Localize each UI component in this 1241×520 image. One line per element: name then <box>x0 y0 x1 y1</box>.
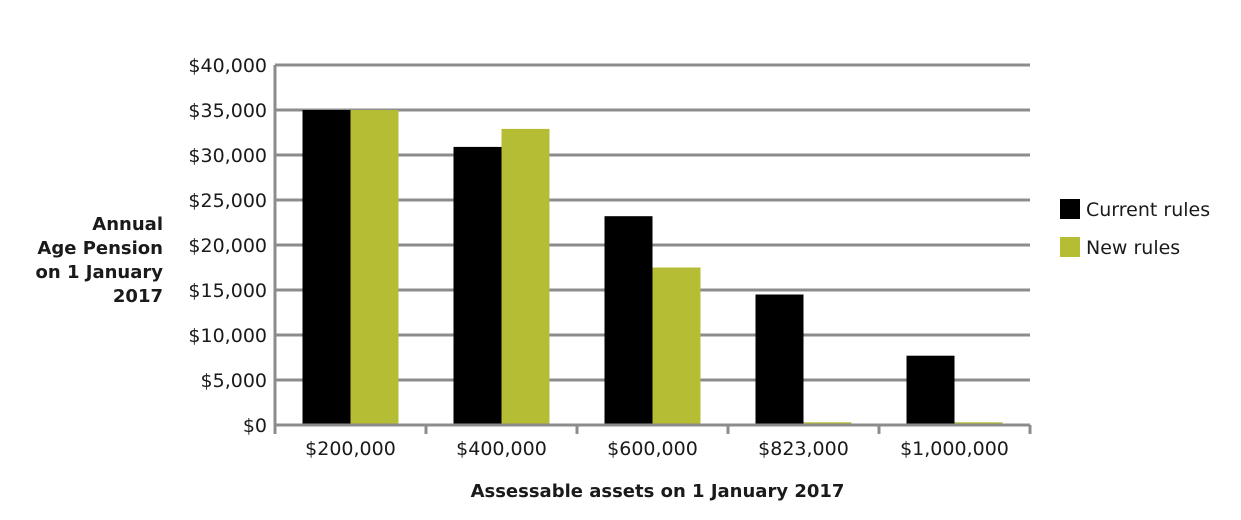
y-tick-label: $10,000 <box>188 325 267 347</box>
y-tick-label: $25,000 <box>188 190 267 212</box>
bar-current-rules-2 <box>604 216 653 425</box>
y-tick-label: $35,000 <box>188 100 267 122</box>
bar-current-rules-4 <box>906 355 955 425</box>
x-tick-label: $600,000 <box>607 438 698 460</box>
x-tick-labels: $200,000 $400,000 $600,000 $823,000 $1,000,0… <box>305 438 1009 460</box>
x-tick-label: $1,000,000 <box>900 438 1009 460</box>
legend-swatch-new-rules <box>1060 237 1080 257</box>
y-axis-label-line: on 1 January <box>36 262 164 283</box>
y-tick-labels: $0 $5,000 $10,000 $15,000 $20,000 $25,000 $30,… <box>188 55 267 437</box>
bar-new-rules-2 <box>652 267 701 425</box>
x-tick-label: $400,000 <box>456 438 547 460</box>
x-tick-label: $823,000 <box>758 438 849 460</box>
y-tick-label: $0 <box>243 415 267 437</box>
bar-current-rules-1 <box>453 146 502 425</box>
bar-new-rules-1 <box>501 128 550 425</box>
y-axis-label-line: Annual <box>92 214 163 235</box>
y-axis-label-line: Age Pension <box>37 238 163 259</box>
axes <box>273 65 1032 434</box>
legend-label: New rules <box>1086 237 1180 259</box>
y-tick-label: $40,000 <box>188 55 267 77</box>
bar-current-rules-0 <box>302 110 351 425</box>
y-tick-label: $30,000 <box>188 145 267 167</box>
legend-label: Current rules <box>1086 199 1210 221</box>
x-axis-label: Assessable assets on 1 January 2017 <box>471 481 845 502</box>
x-tick-label: $200,000 <box>305 438 396 460</box>
y-tick-label: $5,000 <box>201 370 267 392</box>
legend: Current rules New rules <box>1060 199 1210 259</box>
y-axis-label-line: 2017 <box>113 286 163 307</box>
bars <box>302 110 1003 425</box>
bar-new-rules-0 <box>350 110 399 425</box>
bar-current-rules-3 <box>755 294 804 425</box>
y-tick-label: $15,000 <box>188 280 267 302</box>
y-axis-label: Annual Age Pension on 1 January 2017 <box>36 214 164 307</box>
y-tick-label: $20,000 <box>188 235 267 257</box>
legend-swatch-current-rules <box>1060 199 1080 219</box>
